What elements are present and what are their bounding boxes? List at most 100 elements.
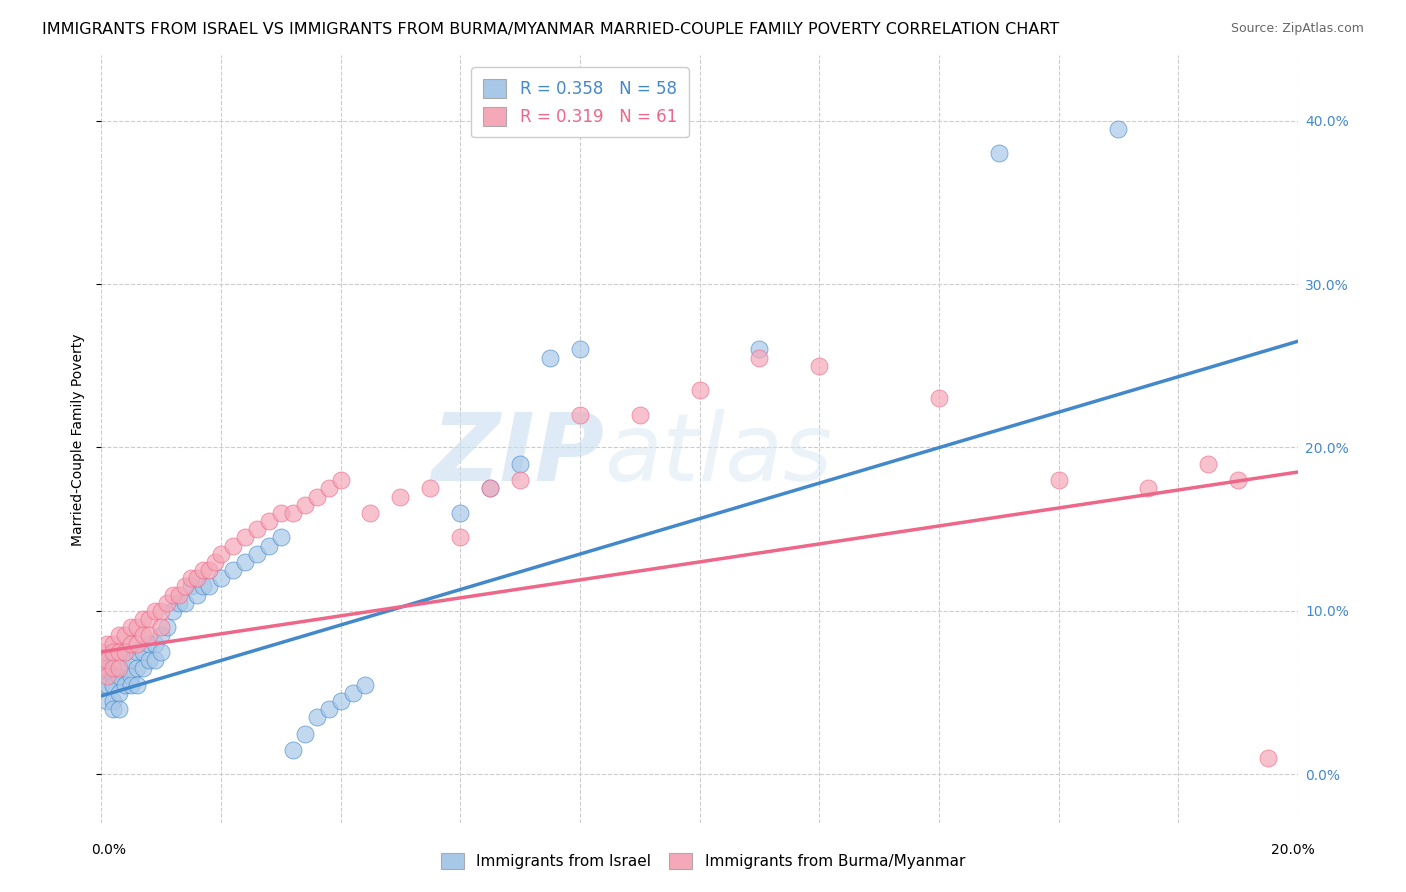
Point bbox=[204, 555, 226, 569]
Point bbox=[101, 669, 124, 683]
Point bbox=[808, 359, 831, 373]
Point bbox=[108, 645, 131, 659]
Point bbox=[143, 637, 166, 651]
Point bbox=[108, 628, 131, 642]
Point bbox=[509, 457, 531, 471]
Point bbox=[360, 506, 382, 520]
Point bbox=[96, 677, 118, 691]
Point bbox=[101, 661, 124, 675]
Point bbox=[1108, 121, 1130, 136]
Point bbox=[1257, 751, 1279, 765]
Point bbox=[156, 596, 179, 610]
Point bbox=[329, 694, 352, 708]
Point bbox=[342, 686, 364, 700]
Point bbox=[479, 481, 502, 495]
Point bbox=[246, 547, 269, 561]
Text: Source: ZipAtlas.com: Source: ZipAtlas.com bbox=[1230, 22, 1364, 36]
Point bbox=[108, 669, 131, 683]
Point bbox=[132, 645, 155, 659]
Point bbox=[1227, 473, 1250, 487]
Point bbox=[449, 530, 471, 544]
Point bbox=[132, 661, 155, 675]
Point bbox=[1047, 473, 1070, 487]
Point bbox=[180, 571, 202, 585]
Point bbox=[150, 620, 173, 634]
Point bbox=[294, 498, 316, 512]
Point bbox=[449, 506, 471, 520]
Point bbox=[191, 579, 214, 593]
Point bbox=[174, 579, 197, 593]
Point bbox=[138, 637, 160, 651]
Text: 0.0%: 0.0% bbox=[91, 843, 127, 857]
Point bbox=[101, 637, 124, 651]
Point bbox=[138, 653, 160, 667]
Point bbox=[281, 743, 304, 757]
Point bbox=[101, 677, 124, 691]
Point bbox=[246, 522, 269, 536]
Point bbox=[318, 702, 340, 716]
Point bbox=[479, 481, 502, 495]
Point bbox=[389, 490, 412, 504]
Point bbox=[628, 408, 651, 422]
Point bbox=[120, 669, 142, 683]
Point bbox=[138, 628, 160, 642]
Point bbox=[150, 604, 173, 618]
Point bbox=[270, 530, 292, 544]
Point bbox=[209, 571, 232, 585]
Point bbox=[90, 653, 112, 667]
Point bbox=[353, 677, 375, 691]
Point bbox=[233, 530, 256, 544]
Point bbox=[162, 588, 184, 602]
Point bbox=[162, 604, 184, 618]
Point bbox=[120, 620, 142, 634]
Point bbox=[987, 146, 1010, 161]
Point bbox=[108, 702, 131, 716]
Point bbox=[90, 661, 112, 675]
Point bbox=[174, 596, 197, 610]
Legend: Immigrants from Israel, Immigrants from Burma/Myanmar: Immigrants from Israel, Immigrants from … bbox=[434, 847, 972, 875]
Point bbox=[120, 637, 142, 651]
Point bbox=[114, 645, 136, 659]
Point bbox=[222, 563, 245, 577]
Point bbox=[127, 620, 149, 634]
Point bbox=[538, 351, 561, 365]
Point bbox=[114, 677, 136, 691]
Point bbox=[568, 408, 591, 422]
Point bbox=[96, 637, 118, 651]
Point bbox=[180, 579, 202, 593]
Point bbox=[928, 392, 950, 406]
Point bbox=[257, 539, 280, 553]
Point bbox=[198, 563, 221, 577]
Point bbox=[101, 702, 124, 716]
Point bbox=[101, 694, 124, 708]
Point bbox=[689, 384, 711, 398]
Point bbox=[568, 343, 591, 357]
Point bbox=[120, 677, 142, 691]
Point bbox=[222, 539, 245, 553]
Point bbox=[90, 677, 112, 691]
Point bbox=[150, 628, 173, 642]
Legend: R = 0.358   N = 58, R = 0.319   N = 61: R = 0.358 N = 58, R = 0.319 N = 61 bbox=[471, 67, 689, 137]
Point bbox=[101, 645, 124, 659]
Point bbox=[305, 490, 328, 504]
Point bbox=[96, 694, 118, 708]
Point bbox=[127, 637, 149, 651]
Point bbox=[167, 588, 190, 602]
Point bbox=[127, 677, 149, 691]
Text: ZIP: ZIP bbox=[432, 409, 603, 500]
Point bbox=[233, 555, 256, 569]
Point bbox=[186, 571, 208, 585]
Point bbox=[305, 710, 328, 724]
Point bbox=[96, 669, 118, 683]
Text: 20.0%: 20.0% bbox=[1271, 843, 1315, 857]
Point bbox=[127, 661, 149, 675]
Point bbox=[156, 620, 179, 634]
Text: atlas: atlas bbox=[603, 409, 832, 500]
Y-axis label: Married-Couple Family Poverty: Married-Couple Family Poverty bbox=[72, 333, 86, 546]
Point bbox=[1137, 481, 1160, 495]
Point bbox=[120, 653, 142, 667]
Point bbox=[96, 661, 118, 675]
Point bbox=[329, 473, 352, 487]
Point bbox=[1197, 457, 1219, 471]
Point bbox=[186, 588, 208, 602]
